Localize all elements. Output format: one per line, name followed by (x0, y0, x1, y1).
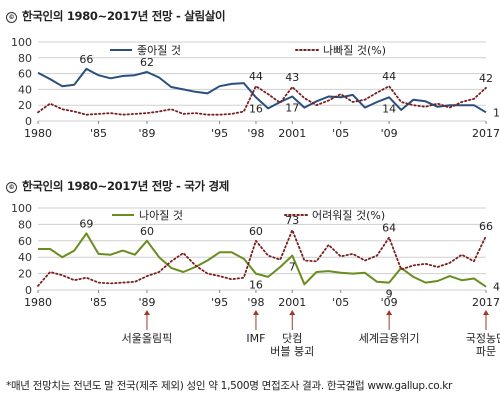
data-label: 44 (249, 70, 263, 83)
legend-label: 나빠질 것(%) (323, 44, 386, 57)
x-tick-label: '85 (90, 296, 107, 309)
data-label: 73 (285, 214, 299, 227)
data-label: 64 (382, 222, 396, 235)
x-tick-label: '98 (247, 296, 264, 309)
copyright-icon: © (6, 12, 17, 23)
data-label: 42 (479, 72, 493, 85)
event-label: 버블 붕괴 (270, 345, 314, 358)
series-line-0 (37, 67, 487, 114)
event-label: 파문 (476, 345, 496, 358)
y-tick-label: 60 (18, 68, 32, 81)
x-tick-label: '89 (138, 296, 155, 309)
y-tick-label: 40 (18, 251, 32, 264)
y-tick-label: 100 (11, 36, 32, 49)
y-tick-label: 60 (18, 235, 32, 248)
event-label: 닷컴 (282, 332, 302, 345)
legend-label: 어려워질 것(%) (312, 209, 385, 222)
x-tick-label: '09 (381, 296, 398, 309)
chart2-title-text: 한국인의 1980~2017년 전망 - 국가 경제 (22, 179, 230, 193)
x-tick-label: 2001 (278, 296, 306, 309)
data-label: 4 (493, 281, 500, 294)
legend-label: 좋아질 것 (137, 44, 181, 57)
chart2-title: © 한국인의 1980~2017년 전망 - 국가 경제 (6, 178, 229, 194)
event-label: 세계금융위기 (359, 332, 420, 345)
event-arrow-head (143, 310, 150, 315)
event-arrow-head (289, 310, 296, 315)
y-tick-label: 40 (18, 83, 32, 96)
legend-label: 나아질 것 (139, 209, 183, 222)
footer-note: *매년 전망치는 전년도 말 전국(제주 제외) 성인 약 1,500명 면접조… (6, 380, 453, 392)
series-line-0 (38, 232, 487, 288)
y-tick-label: 20 (18, 99, 32, 112)
y-tick-label: 0 (25, 115, 32, 128)
data-label: 11 (493, 106, 500, 119)
data-label: 16 (249, 102, 263, 115)
chart1-title-text: 한국인의 1980~2017년 전망 - 살림살이 (22, 9, 226, 23)
y-tick-label: 20 (18, 268, 32, 281)
x-tick-label: 2017 (472, 127, 500, 140)
event-label: IMF (246, 332, 265, 345)
y-tick-label: 0 (25, 284, 32, 297)
data-label: 62 (140, 56, 154, 69)
event-arrow-head (252, 310, 259, 315)
data-label: 7 (289, 261, 296, 274)
copyright-icon: © (6, 182, 17, 193)
x-tick-label: '09 (381, 127, 398, 140)
x-tick-label: '98 (247, 127, 264, 140)
x-tick-label: '89 (138, 127, 155, 140)
event-label: 국정농단 (466, 332, 500, 345)
chart-economy: 0 20 40 60 80 100 1980 '85 '89 '95 '98 2001 '05 '09 20… (11, 202, 500, 358)
event-arrow-head (483, 310, 489, 315)
event-arrow-head (386, 310, 393, 315)
data-label: 66 (79, 53, 93, 66)
chart1-title: © 한국인의 1980~2017년 전망 - 살림살이 (6, 8, 226, 24)
y-tick-label: 80 (18, 218, 32, 231)
x-tick-label: 2001 (278, 127, 306, 140)
data-label: 69 (79, 217, 93, 230)
data-label: 44 (382, 70, 396, 83)
data-label: 43 (285, 71, 299, 84)
x-tick-label: '85 (90, 127, 107, 140)
x-tick-label: 1980 (24, 127, 52, 140)
x-tick-label: '95 (211, 296, 228, 309)
y-tick-label: 80 (18, 52, 32, 65)
x-tick-label: '95 (211, 127, 228, 140)
data-label: 60 (140, 225, 154, 238)
data-label: 14 (382, 102, 396, 115)
x-tick-label: '05 (332, 296, 349, 309)
series-line-1 (37, 229, 487, 287)
data-label: 60 (249, 225, 263, 238)
y-tick-label: 100 (11, 202, 32, 215)
x-tick-label: 2017 (472, 296, 500, 309)
series-line-1 (37, 85, 487, 116)
x-tick-label: 1980 (24, 296, 52, 309)
data-label: 66 (479, 220, 493, 233)
data-label: 9 (386, 288, 393, 301)
data-label: 16 (249, 279, 263, 292)
x-tick-label: '05 (332, 127, 349, 140)
event-label: 서울올림픽 (122, 332, 173, 345)
chart-living: 0 20 40 60 80 100 1980 '85 '89 '95 '98 2001 '05 '09 20… (11, 36, 500, 140)
data-label: 17 (285, 102, 299, 115)
